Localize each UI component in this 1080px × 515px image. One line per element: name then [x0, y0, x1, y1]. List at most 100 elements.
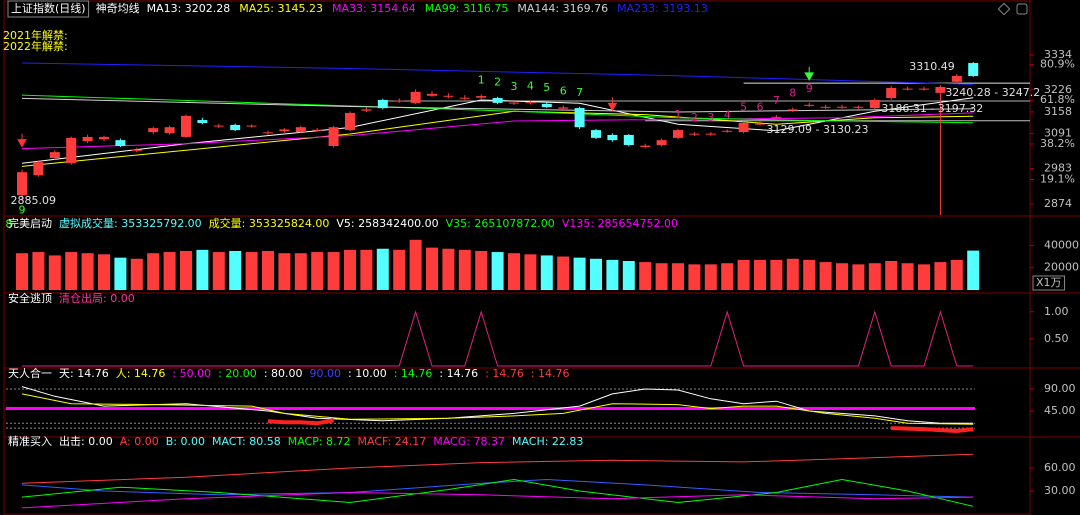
td-count: 4 [527, 80, 534, 93]
icon[interactable] [997, 2, 1011, 16]
candle-body [722, 130, 733, 132]
volume-bar [196, 249, 209, 290]
volume-bar [360, 249, 373, 290]
candle-body [738, 122, 749, 133]
panel-header: V35: 265107872.00 [446, 217, 555, 230]
volume-bar [950, 259, 963, 290]
y-tick-label: 2983 [1044, 162, 1072, 175]
candle-body [886, 87, 897, 99]
candle-body [902, 88, 913, 90]
line [21, 97, 974, 113]
panel-header: 神奇均线 [96, 1, 140, 15]
panel-header: : 80.00 [264, 367, 303, 380]
y-tick-label: 0.50 [1044, 332, 1069, 345]
annotation: 3129.09 - 3130.23 [767, 123, 869, 136]
volume-bar [721, 263, 734, 290]
line [21, 478, 974, 498]
line [21, 453, 974, 484]
panel-header: 人: 14.76 [116, 367, 166, 380]
volume-bar [639, 262, 652, 290]
candle-body [853, 106, 864, 108]
panel-header: : 14.76 [485, 367, 524, 380]
td-count: 3 [511, 80, 518, 93]
candle-body [935, 87, 946, 93]
title-box [7, 0, 90, 18]
line [267, 418, 974, 434]
volume-bar [524, 254, 537, 290]
unit-box [1032, 275, 1066, 291]
candle-body [99, 136, 109, 140]
volume-bar [114, 257, 127, 290]
volume-bar [868, 263, 881, 290]
volume-bar [573, 257, 586, 290]
panel-header: 精准买入 [8, 435, 52, 448]
candle-body [17, 172, 27, 196]
volume-bar [770, 259, 783, 290]
candle-body [656, 140, 667, 146]
volume-bar [819, 262, 832, 290]
candle-body [771, 116, 782, 118]
volume-bar [245, 252, 258, 290]
volume-bar [16, 253, 28, 290]
candle-body [525, 102, 536, 104]
volume-bar [311, 252, 324, 290]
volume-bar [458, 249, 471, 290]
line [21, 62, 974, 85]
signal [607, 97, 618, 112]
volume-bar [278, 253, 291, 290]
annotation: 3186.31 - 3197.32 [881, 102, 983, 115]
line [21, 110, 974, 167]
td-count: 5 [740, 100, 747, 113]
volume-bar [294, 253, 307, 290]
td-count: 3 [707, 111, 714, 124]
candle-body [345, 112, 355, 131]
legend-label: MA33: 3154.64 [332, 2, 416, 15]
volume-bar [491, 252, 504, 290]
panel-header: MACG: 78.37 [433, 435, 505, 448]
volume-bar [262, 250, 274, 290]
icon[interactable] [1016, 3, 1028, 15]
candle-body [394, 100, 405, 102]
annotation: 2885.09 [11, 194, 57, 207]
panel-header: : 14.76 [394, 367, 433, 380]
y-tick-label: 3091 [1044, 127, 1072, 140]
legend-label: MA25: 3145.23 [239, 2, 323, 15]
volume-bar [606, 259, 619, 290]
candle-body [623, 134, 634, 146]
panel-header: 出击: 0.00 [59, 434, 113, 448]
volume-bar [327, 252, 340, 290]
line [21, 386, 974, 424]
panel-header: MACH: 22.83 [512, 435, 583, 448]
volume-bar [229, 250, 242, 290]
td-count: 9 [19, 203, 26, 216]
candle-body [230, 124, 241, 131]
candle-body [919, 88, 929, 90]
y-tick-label: 40000 [1044, 238, 1079, 251]
td-count: 2 [494, 76, 501, 89]
volume-bar [32, 252, 45, 290]
note: 2022年解禁: [3, 39, 68, 53]
candle-body [377, 99, 388, 109]
td-count: 1 [478, 73, 485, 86]
td-count: 1 [675, 108, 682, 121]
candle-body [820, 106, 831, 108]
candle-body [49, 152, 60, 158]
candle-body [263, 132, 273, 134]
panel-header: MACT: 80.58 [212, 435, 281, 448]
signal [17, 133, 27, 148]
volume-bar [852, 264, 865, 290]
candle-body [443, 95, 454, 97]
volume-bar [98, 254, 110, 290]
panel-header: 虚拟成交量: 353325792.00 [59, 216, 202, 230]
volume-bar [426, 247, 438, 290]
volume-bar [48, 255, 61, 290]
annotation: 3240.28 - 3247.2 [945, 86, 1040, 99]
line [21, 393, 974, 425]
note: 2021年解禁: [3, 28, 68, 42]
panel-header: : 10.00 [348, 367, 387, 380]
panel-header: 90.00 [310, 367, 342, 380]
volume-bar [704, 264, 717, 290]
candle-body [361, 109, 372, 111]
volume-bar [130, 258, 143, 290]
panel-header: 上证指数(日线) [11, 1, 86, 15]
